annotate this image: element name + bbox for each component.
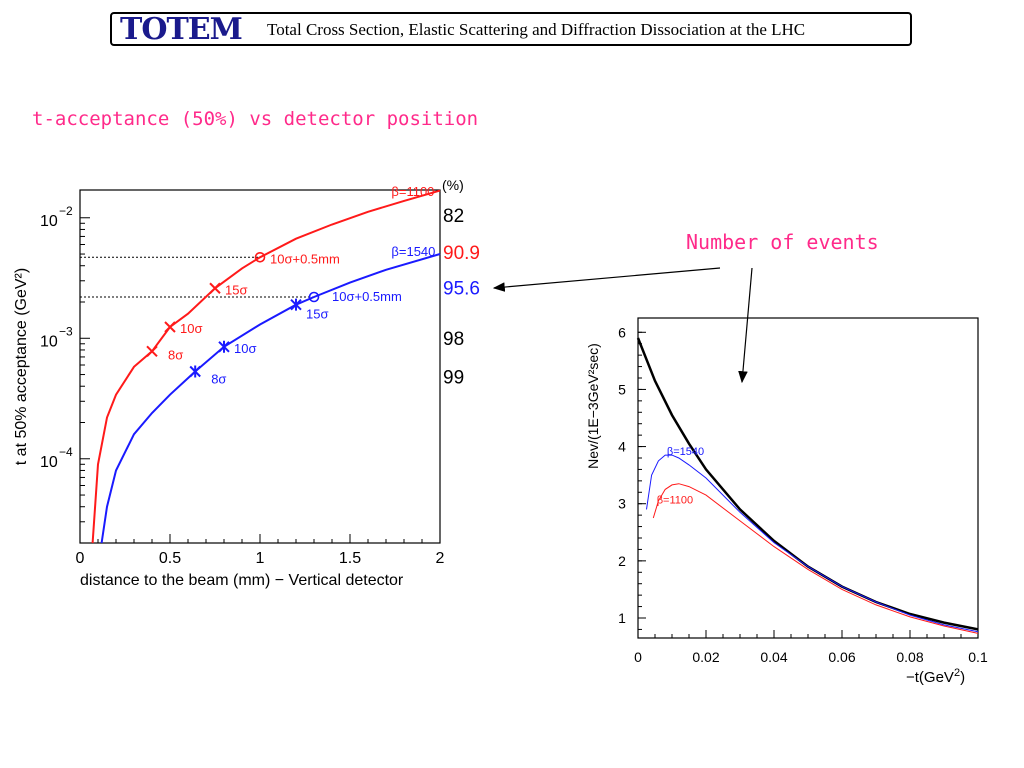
y-tick-label-exponent: −2 [59,204,73,218]
y-axis-title: Nev/(1E−3GeV²sec) [585,343,601,469]
y-tick-label: 5 [618,381,626,397]
x-tick-label: 0.5 [159,550,181,567]
percent-label: 95.6 [443,278,480,299]
marker-label: 10σ+0.5mm [270,251,340,266]
marker-point [218,340,230,353]
marker-point [290,298,302,311]
series-line-beta1100 [91,189,441,544]
marker-point [164,321,176,333]
y-axis-title: t at 50% acceptance (GeV²) [13,268,30,465]
x-axis-title: distance to the beam (mm) − Vertical det… [80,572,404,589]
header-banner: TOTEM Total Cross Section, Elastic Scatt… [110,12,912,47]
arrow-to-percent-axis [492,267,721,292]
y-tick-label-exponent: −4 [59,445,73,459]
y-tick-label: 2 [618,553,626,569]
percent-label: 82 [443,206,464,227]
percent-label: 90.9 [443,243,480,264]
x-tick-label: 0.04 [760,649,787,665]
marker-label: 10σ [180,321,202,336]
number-of-events-label: Number of events [686,230,879,254]
series-line-beta1100 [652,483,979,634]
x-tick-label: 2 [436,550,445,567]
totem-logo: TOTEM [120,12,243,47]
y-tick-label: 3 [618,496,626,512]
marker-point [308,291,320,303]
plot-frame [637,317,979,639]
events-chart: 0 0.02 0.04 0.06 0.08 0.1123456−t(GeV2)Nev/(1… [585,317,988,686]
x-axis-title-main: −t(GeV [906,669,954,686]
series-label: β=1540 [667,446,704,458]
percent-label: 99 [443,368,464,389]
marker-label: 10σ+0.5mm [332,289,402,304]
marker-label: 15σ [306,307,328,322]
marker-label: 8σ [168,347,183,362]
x-axis-title-superscript: 2 [954,667,960,679]
x-tick-label: 0 [634,649,642,665]
x-tick-label: 1 [256,550,265,567]
marker-label: 8σ [211,371,226,386]
arrow-to-events-plot [738,267,753,384]
x-tick-label: 0.06 [828,649,855,665]
x-tick-label: 0 [76,550,85,567]
y-tick-label-base: 10 [40,333,58,350]
slide-title: t-acceptance (50%) vs detector position [32,108,479,130]
x-tick-label: 0.02 [692,649,719,665]
presentation-title: Total Cross Section, Elastic Scattering … [267,20,806,39]
marker-point [254,251,266,263]
series-line-total [636,337,979,631]
series-label: β=1100 [391,184,434,199]
x-axis-title-close: ) [960,669,965,686]
series-label: β=1100 [657,495,693,507]
x-tick-label: 0.1 [968,649,988,665]
marker-point [209,282,221,294]
percent-axis-title: (%) [442,177,464,193]
x-axis-title: −t(GeV2) [906,667,965,686]
y-tick-label-base: 10 [40,454,58,471]
y-tick-label: 4 [618,439,626,455]
series-line-beta1540 [646,454,979,633]
y-tick-label: 6 [618,324,626,340]
marker-point [146,345,158,357]
series-line-beta1540 [100,253,441,544]
marker-label: 10σ [234,341,256,356]
x-tick-label: 0.08 [896,649,923,665]
marker-point [189,365,201,378]
y-tick-label-exponent: −3 [59,324,73,338]
percent-label: 98 [443,329,464,350]
marker-label: 15σ [225,282,247,297]
x-tick-label: 1.5 [339,550,361,567]
y-tick-label: 1 [618,610,626,626]
y-tick-label-base: 10 [40,213,58,230]
series-label: β=1540 [391,244,435,259]
